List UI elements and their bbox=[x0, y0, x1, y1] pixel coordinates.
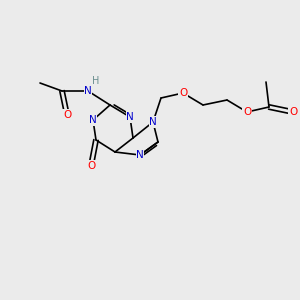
Text: O: O bbox=[289, 107, 297, 117]
Text: H: H bbox=[92, 76, 100, 86]
Text: O: O bbox=[63, 110, 71, 120]
Text: O: O bbox=[87, 161, 95, 171]
Text: N: N bbox=[136, 150, 144, 160]
Text: O: O bbox=[243, 107, 251, 117]
Text: N: N bbox=[84, 86, 92, 96]
Text: N: N bbox=[126, 112, 134, 122]
Text: N: N bbox=[149, 117, 157, 127]
Text: N: N bbox=[89, 115, 97, 125]
Text: O: O bbox=[179, 88, 187, 98]
